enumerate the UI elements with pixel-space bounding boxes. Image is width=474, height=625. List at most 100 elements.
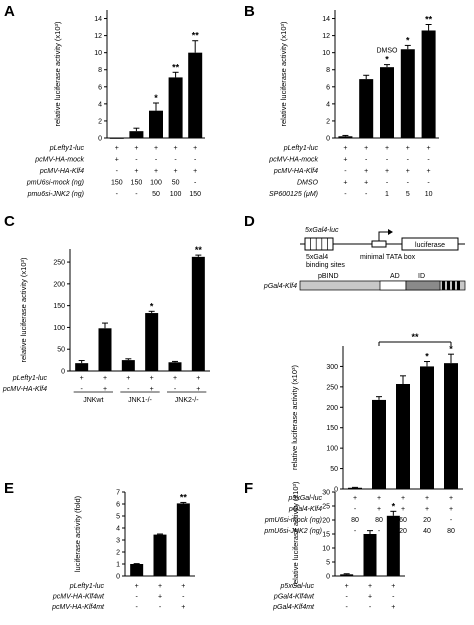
row-cell: -: [194, 157, 197, 164]
row-cell: -: [354, 528, 357, 535]
y-tick-label: 5: [326, 560, 330, 567]
row-label: pmU6si-mock (ng): [26, 180, 84, 187]
row-label: pGal4-Klf4mt: [272, 604, 315, 611]
y-tick-label: 200: [326, 405, 338, 412]
y-tick-label: 14: [94, 16, 102, 23]
row-cell: +: [364, 180, 368, 187]
promoter-arrow: [378, 231, 390, 241]
row-cell: +: [401, 495, 405, 502]
row-cell: -: [392, 594, 395, 601]
row-cell: -: [354, 506, 357, 513]
bar: [168, 77, 183, 138]
y-tick-label: 6: [326, 84, 330, 91]
row-label: pGal4-Klf4wt: [273, 594, 315, 601]
row-cell: +: [368, 583, 372, 590]
row-cell: 50: [172, 180, 180, 187]
significance-star: *: [449, 344, 453, 354]
panel-label: A: [4, 3, 15, 20]
row-cell: +: [174, 145, 178, 152]
panel-label: B: [244, 3, 255, 20]
group-label: JNKwt: [83, 397, 103, 404]
y-tick-label: 30: [322, 490, 330, 497]
bar-annotation: DMSO: [377, 48, 399, 55]
y-tick-label: 200: [53, 281, 65, 288]
significance-star: *: [425, 352, 429, 362]
row-cell: +: [406, 168, 410, 175]
bar: [420, 366, 434, 489]
row-cell: -: [80, 386, 83, 393]
row-label: pcMV-HA-Klf4: [273, 168, 318, 175]
y-tick-label: 12: [322, 33, 330, 40]
bar: [386, 515, 400, 576]
row-cell: 80: [375, 517, 383, 524]
luciferase-box: [401, 237, 459, 251]
row-cell: 20: [423, 517, 431, 524]
domain-label: AD: [390, 273, 400, 280]
construct-label: 5xGal4-luc: [305, 227, 339, 234]
panel-c: C 0 50 100 150 200 250 relative luciferase acti…: [2, 213, 210, 404]
bar: [130, 564, 144, 576]
bar: [363, 534, 377, 576]
y-tick-label: 1: [116, 562, 120, 569]
row-cell: -: [386, 180, 389, 187]
row-cell: +: [425, 495, 429, 502]
row-cell: -: [116, 191, 119, 198]
zinc-finger: [447, 281, 450, 290]
ad-domain: [379, 280, 407, 291]
y-tick-label: 0: [326, 136, 330, 143]
row-cell: 20: [399, 528, 407, 535]
zinc-finger: [457, 281, 460, 290]
y-tick-label: 250: [53, 260, 65, 267]
arrow-head: [388, 229, 393, 235]
gal4-box: [304, 237, 334, 251]
row-cell: 80: [447, 528, 455, 535]
bracket-star: **: [411, 332, 419, 342]
row-label: pmU6si-JNK2 (ng): [263, 528, 322, 535]
row-label: SP600125 (μM): [269, 191, 318, 198]
bar: [372, 399, 386, 489]
row-label: pmu6si-JNK2 (ng): [27, 191, 84, 198]
row-cell: +: [196, 375, 200, 382]
row-cell: -: [365, 191, 368, 198]
bar: [191, 256, 205, 371]
row-cell: +: [368, 594, 372, 601]
row-cell: 60: [399, 517, 407, 524]
bar: [188, 52, 203, 138]
bar: [145, 313, 159, 371]
row-cell: +: [345, 583, 349, 590]
zinc-finger: [452, 281, 455, 290]
row-cell: +: [377, 506, 381, 513]
row-cell: +: [343, 145, 347, 152]
row-cell: 80: [351, 517, 359, 524]
row-label: pLefty1-luc: [283, 145, 319, 152]
y-tick-label: 150: [326, 425, 338, 432]
y-tick-label: 3: [116, 538, 120, 545]
row-label: pmU6si-mock (ng): [264, 517, 322, 524]
y-tick-label: 4: [116, 526, 120, 533]
row-cell: +: [391, 604, 395, 611]
row-cell: -: [407, 157, 410, 164]
luciferase-label: luciferase: [415, 242, 445, 249]
row-cell: +: [158, 594, 162, 601]
bar: [121, 360, 135, 371]
row-cell: +: [173, 375, 177, 382]
row-cell: 40: [423, 528, 431, 535]
bar: [338, 136, 353, 138]
significance-star: **: [425, 15, 433, 25]
row-cell: -: [135, 191, 138, 198]
row-cell: -: [182, 594, 185, 601]
binding-sites-label: binding sites: [306, 262, 345, 269]
row-cell: -: [127, 386, 130, 393]
row-cell: +: [449, 506, 453, 513]
bar: [109, 138, 124, 139]
y-tick-label: 6: [116, 502, 120, 509]
significance-star: *: [385, 55, 389, 65]
row-cell: +: [343, 180, 347, 187]
row-cell: 50: [152, 191, 160, 198]
row-cell: 1: [385, 191, 389, 198]
y-tick-label: 10: [322, 50, 330, 57]
bar: [380, 67, 394, 138]
y-tick-label: 250: [326, 384, 338, 391]
row-cell: +: [134, 145, 138, 152]
